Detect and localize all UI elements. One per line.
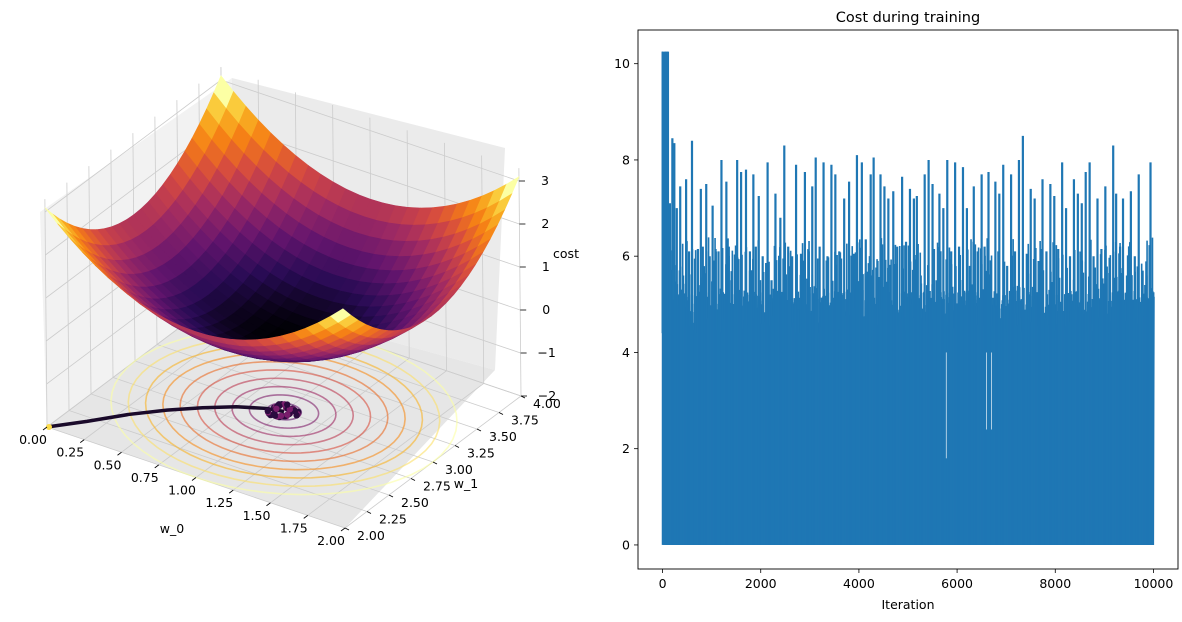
y-tick-label: 2.00: [357, 528, 385, 543]
x-tick-label: 1.75: [280, 520, 308, 535]
y-tick-label: 2.50: [401, 495, 429, 510]
contour-line: [231, 385, 337, 438]
x-tick-label: 0.00: [19, 432, 47, 447]
descent-start-point: [46, 424, 52, 430]
y-tick-label: 3.00: [445, 462, 473, 477]
descent-point: [286, 406, 294, 413]
x-tick-label: 6000: [941, 576, 973, 591]
y-tick-label: 3.75: [511, 413, 539, 428]
y-tick-label: 6: [622, 249, 630, 264]
x-tick: [154, 464, 159, 469]
descent-point: [291, 408, 299, 415]
contour-line: [127, 335, 441, 488]
x-tick-label: 4000: [843, 576, 875, 591]
contour-line: [213, 377, 355, 446]
contour-line: [162, 352, 406, 471]
y-tick: [388, 494, 394, 498]
x-tick-label: 1.00: [168, 483, 196, 498]
cost-surface: [44, 75, 520, 363]
w1-axis-label: w_1: [454, 476, 478, 491]
y-tick-label: 10: [614, 56, 630, 71]
x-tick-label: 2.00: [317, 533, 345, 548]
x-tick: [266, 502, 271, 507]
w0-axis-label: w_0: [160, 521, 184, 536]
z-tick-label: 3: [541, 173, 549, 188]
descent-point: [270, 411, 277, 418]
contour-line: [265, 402, 303, 421]
x-tick: [340, 527, 346, 532]
surface-chart: 0.00 0.25 0.50 0.75 1.00 1.25 1.50 1.75 2.00 2.0…: [19, 67, 579, 548]
y-tick: [476, 428, 482, 432]
x-tick-label: 0: [659, 576, 667, 591]
z-tick-label: −1: [537, 345, 555, 360]
cost-axis-label: cost: [553, 246, 579, 261]
x-axis-label: Iteration: [881, 597, 934, 612]
y-tick: [344, 527, 350, 531]
x-tick: [42, 426, 48, 431]
y-tick-label: 2.75: [423, 479, 451, 494]
surface-cell: [330, 308, 351, 323]
descent-point: [277, 412, 285, 420]
x-tick: [117, 451, 122, 456]
x-tick: [229, 489, 234, 494]
z-tick-label: 1: [542, 259, 550, 274]
y-tick-label: 2: [622, 441, 630, 456]
x-tick-label: 1.25: [205, 495, 233, 510]
contour-line: [248, 394, 320, 429]
descent-point: [273, 405, 280, 412]
x-tick-label: 10000: [1134, 576, 1174, 591]
cost-line-chart: Cost during training 0 2000 4000 6000 8000 10…: [614, 10, 1179, 612]
cost-series: [661, 51, 1155, 545]
x-tick-label: 1.50: [243, 508, 271, 523]
y-tick-label: 3.50: [489, 429, 517, 444]
cost-ticks: 0 2 4 6 8 10: [614, 56, 638, 552]
w1-tick-labels: 2.002.25 2.502.75 3.003.25 3.503.75 4.00: [344, 395, 561, 543]
w0-tick-labels: 0.00 0.25 0.50 0.75 1.00 1.25 1.50 1.75 2.00: [19, 426, 346, 548]
x-tick-label: 0.25: [56, 445, 84, 460]
descent-path-line: [46, 405, 285, 429]
x-tick-label: 0.50: [94, 457, 122, 472]
contour-lines: [110, 327, 458, 496]
plot-frame: [637, 29, 1179, 570]
contour-line: [196, 369, 372, 454]
y-tick-label: 8: [622, 152, 630, 167]
y-tick: [454, 445, 460, 448]
descent-point: [264, 407, 271, 415]
y-tick: [366, 511, 372, 514]
y-tick: [410, 478, 416, 481]
chart-title: Cost during training: [836, 10, 980, 26]
x-tick-label: 2000: [745, 576, 777, 591]
x-tick: [80, 439, 85, 443]
descent-path: [46, 400, 302, 430]
x-tick: [191, 477, 197, 481]
y-tick-label: 3.25: [467, 446, 495, 461]
iteration-ticks: 0 2000 4000 6000 8000 10000: [659, 569, 1174, 591]
contour-line: [144, 344, 424, 479]
cost-tick-labels: −2 −1 0 1 2 3: [519, 173, 556, 403]
x-tick: [303, 515, 308, 519]
y-tick-label: 4.00: [533, 396, 561, 411]
y-tick-label: 4: [622, 345, 630, 360]
descent-point: [284, 411, 291, 418]
contour-line: [110, 327, 458, 496]
y-tick: [432, 461, 438, 465]
z-tick-label: 2: [541, 216, 549, 231]
descent-point: [284, 401, 291, 408]
y-tick-label: 2.25: [379, 512, 407, 527]
y-tick: [498, 412, 504, 415]
y-tick-label: 0: [622, 537, 630, 552]
x-tick-label: 8000: [1039, 576, 1071, 591]
x-tick-label: 0.75: [131, 470, 159, 485]
contour-line: [179, 360, 389, 463]
z-tick-label: 0: [542, 302, 550, 317]
z-tick-label: −2: [538, 388, 556, 403]
